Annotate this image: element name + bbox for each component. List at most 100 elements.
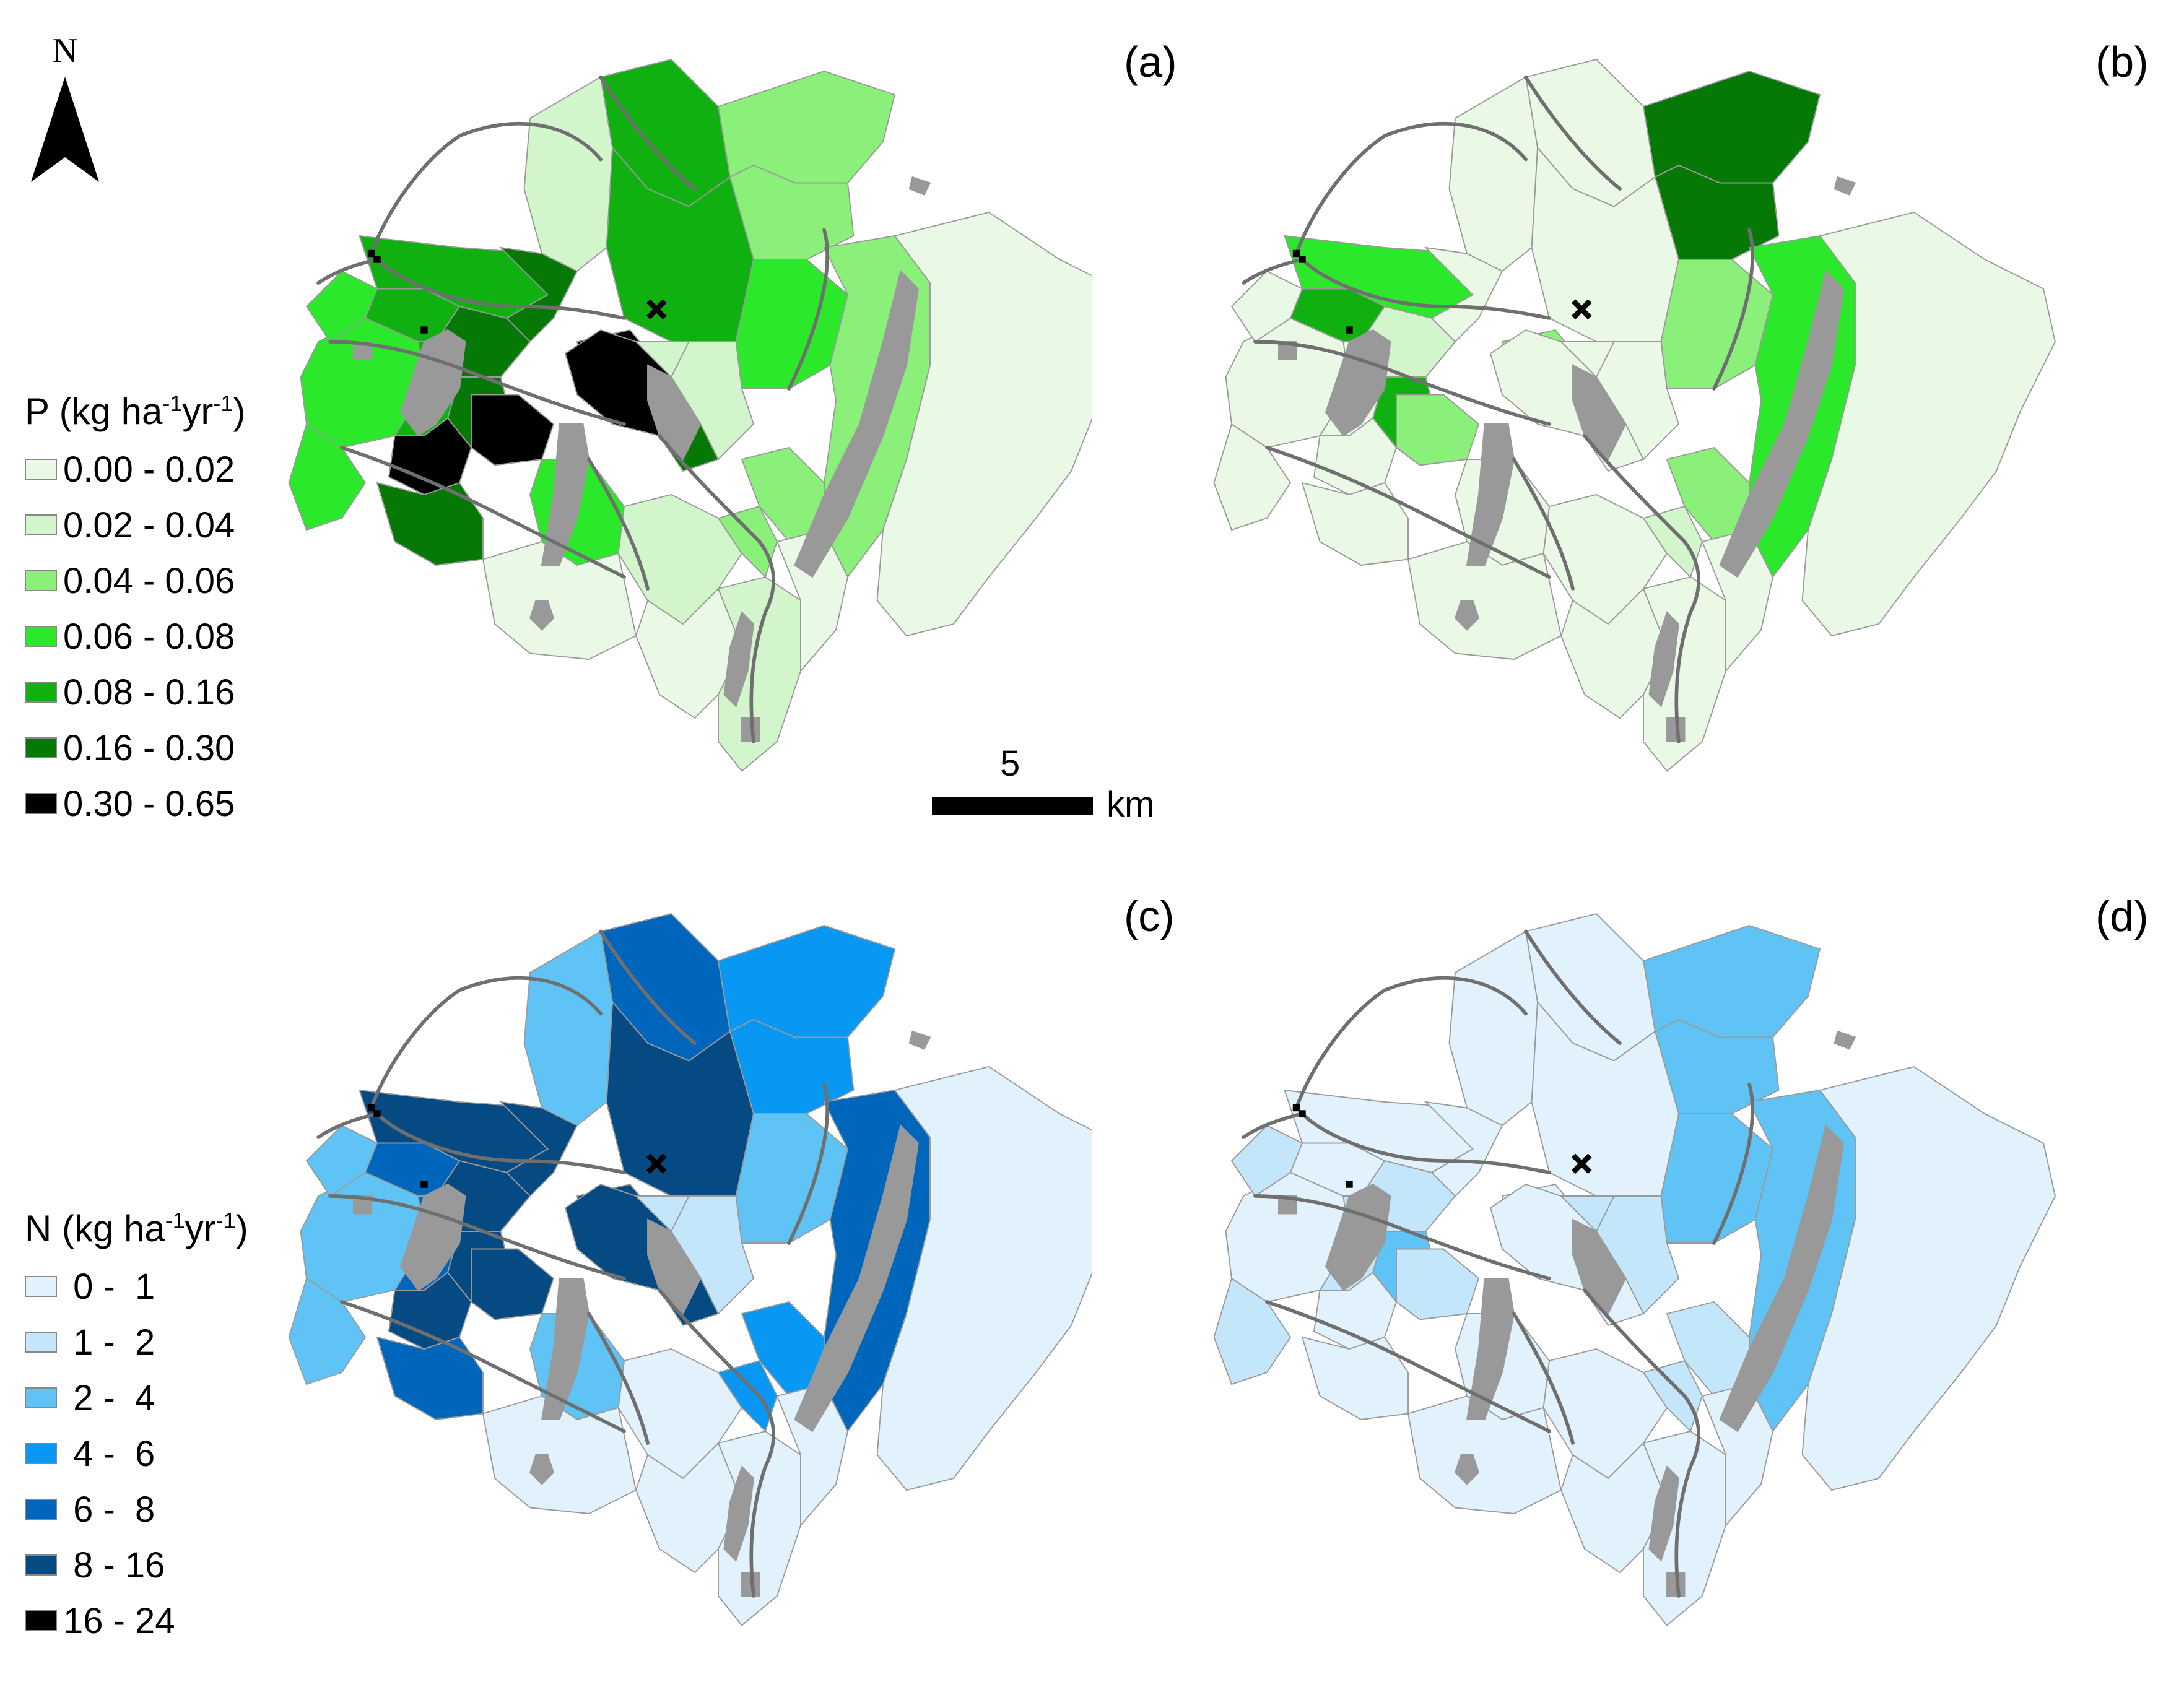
legend-n-title-end: ) (235, 1208, 248, 1249)
legend-swatch (25, 1276, 57, 1297)
lake (529, 1454, 555, 1485)
river (1674, 1465, 1692, 1598)
legend-label: 8 - 16 (63, 1545, 165, 1585)
river (599, 929, 697, 1045)
river (658, 1288, 776, 1468)
legend-swatch (25, 1443, 57, 1464)
legend-n-title-mid: yr (185, 1208, 216, 1249)
lake (1278, 1195, 1297, 1215)
river (316, 1112, 379, 1139)
catchment-map-c (288, 913, 1092, 1626)
legend-label: 0.04 - 0.06 (63, 560, 235, 601)
outlet-marker (373, 1110, 381, 1117)
river (587, 1312, 650, 1445)
legend-swatch (25, 570, 57, 591)
legend-n-title-exp1: -1 (165, 1208, 185, 1233)
legend-swatch (25, 793, 57, 814)
river (787, 1082, 829, 1245)
legend-entry: 0.06 - 0.08 (25, 609, 245, 664)
legend-label: 4 - 6 (63, 1433, 155, 1474)
outlet-marker (1299, 1110, 1306, 1117)
legend-swatch (25, 626, 57, 647)
catchment-map-b (1213, 58, 2056, 772)
catchment-map-a (288, 58, 1092, 772)
subcatchment-zone (388, 1272, 472, 1350)
legend-entry: 0.02 - 0.04 (25, 497, 245, 553)
river (340, 1300, 626, 1433)
subcatchment-zone (471, 394, 555, 466)
lake (908, 176, 931, 196)
river (1512, 1312, 1575, 1445)
legend-entry: 0.00 - 0.02 (25, 441, 245, 497)
lake (1466, 423, 1515, 566)
legend-n-entries: 0 - 1 1 - 2 2 - 4 4 - 6 6 - 8 8 - 16 16 -… (25, 1259, 248, 1649)
river (316, 258, 379, 285)
legend-n-title: N (kg ha-1yr-1) (25, 1207, 248, 1250)
outlet-marker (1292, 1104, 1300, 1112)
lake (1666, 1572, 1686, 1597)
river (749, 1465, 767, 1598)
river (787, 228, 829, 391)
lake (908, 1030, 931, 1050)
panel-label-c: (c) (1124, 892, 1175, 940)
outlet-marker (373, 256, 381, 263)
lake (723, 611, 755, 708)
legend-entry: 0.08 - 0.16 (25, 664, 245, 720)
x-cross-icon (646, 299, 667, 320)
legend-p-entries: 0.00 - 0.02 0.02 - 0.04 0.04 - 0.06 0.06 - … (25, 441, 245, 831)
north-letter: N (52, 32, 78, 70)
river (328, 340, 626, 426)
subcatchment-zone (876, 1065, 1092, 1491)
legend-p-title-exp2: -1 (213, 391, 233, 416)
panel-label-a: (a) (1124, 38, 1177, 86)
lake (1325, 1183, 1391, 1291)
lake (1466, 1278, 1515, 1420)
subcatchment-zone (1642, 70, 1821, 184)
map-panel-a: (a) (0, 0, 1177, 854)
legend-label: 1 - 2 (63, 1322, 155, 1363)
legend-entry: 6 - 8 (25, 1481, 248, 1537)
subcatchment-zone (305, 1124, 378, 1197)
legend-entry: 2 - 4 (25, 1370, 248, 1426)
legend-p-title-end: ) (233, 391, 246, 432)
lake (794, 1124, 920, 1433)
lake (1719, 1124, 1845, 1433)
scale-bar: 5 km (932, 743, 1180, 825)
lake (541, 423, 590, 566)
river (328, 1194, 626, 1280)
subcatchment-zone (717, 924, 896, 1038)
subcatchment-zone (1642, 924, 1821, 1038)
river (1253, 340, 1551, 426)
river (369, 121, 603, 256)
legend-label: 0.30 - 0.65 (63, 783, 235, 824)
outlet-marker (367, 1104, 375, 1112)
subcatchment-zone (1448, 930, 1538, 1127)
legend-n-title-main: N (kg ha (25, 1208, 165, 1249)
river (749, 610, 767, 743)
lake (794, 270, 920, 578)
subcatchment-zone (1448, 76, 1538, 272)
legend-p-title-main: P (kg ha (25, 391, 163, 432)
river (1583, 1288, 1701, 1468)
outlet-marker (1299, 256, 1306, 263)
river (369, 976, 603, 1110)
legend-phosphorus: P (kg ha-1yr-1) 0.00 - 0.02 0.02 - 0.04 0.… (25, 390, 245, 831)
lake (1834, 176, 1856, 196)
legend-swatch (25, 1554, 57, 1576)
legend-label: 6 - 8 (63, 1489, 155, 1530)
river (1583, 434, 1701, 614)
legend-entry: 4 - 6 (25, 1426, 248, 1481)
river (1674, 610, 1692, 743)
river (1242, 1112, 1304, 1139)
lake (529, 600, 555, 631)
lake (1278, 341, 1297, 360)
subcatchment-zone (717, 70, 896, 184)
river (1524, 929, 1622, 1045)
subcatchment-zone (876, 211, 1092, 637)
legend-entry: 0.04 - 0.06 (25, 553, 245, 609)
lake (1648, 611, 1680, 708)
legend-swatch (25, 1499, 57, 1520)
panel-label-d: (d) (2095, 892, 2149, 940)
lake (1454, 1454, 1480, 1485)
legend-entry: 0.30 - 0.65 (25, 776, 245, 831)
